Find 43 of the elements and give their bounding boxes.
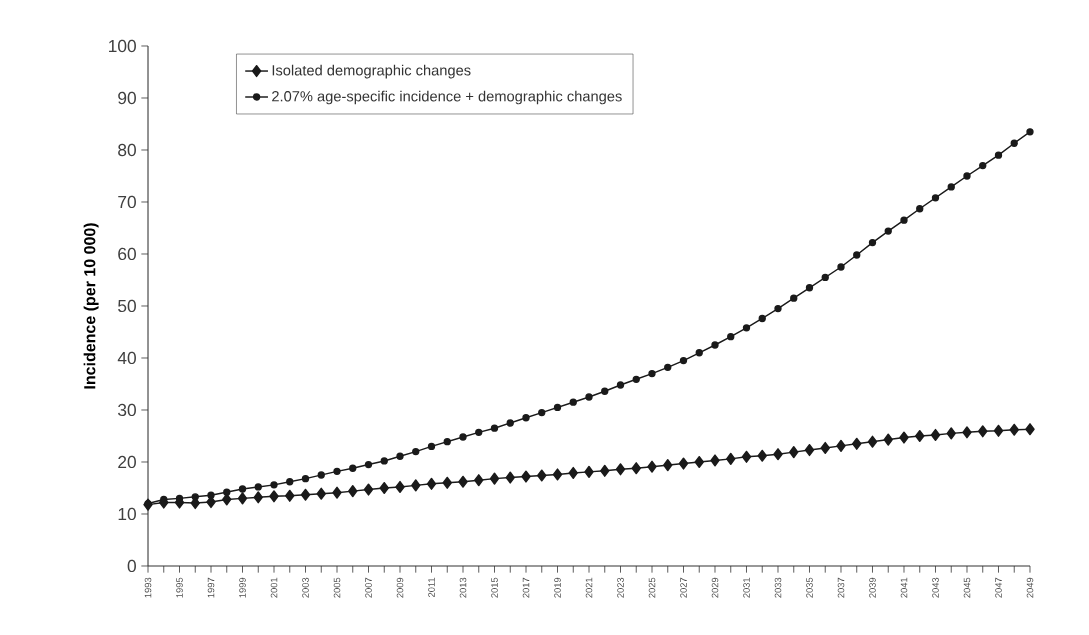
x-tick-label: 2043 bbox=[932, 577, 939, 598]
x-tick-label: 1993 bbox=[144, 577, 152, 598]
y-axis-title: Incidence (per 10 000) bbox=[83, 223, 99, 389]
x-tick-label: 2013 bbox=[459, 577, 467, 598]
x-tick-label: 2011 bbox=[428, 577, 435, 597]
x-tick-label: 2045 bbox=[963, 577, 971, 598]
y-tick-label: 90 bbox=[118, 91, 136, 105]
x-tick-label: 2031 bbox=[743, 577, 750, 598]
y-tick-label: 50 bbox=[118, 299, 136, 313]
x-tick-label: 2041 bbox=[900, 577, 908, 598]
x-tick-label: 1999 bbox=[239, 577, 246, 598]
x-tick-label: 2021 bbox=[585, 577, 593, 598]
x-tick-label: 2029 bbox=[711, 577, 719, 598]
x-tick-label: 2003 bbox=[302, 577, 309, 598]
x-tick-label: 2017 bbox=[522, 577, 530, 598]
x-tick-label: 2049 bbox=[1026, 577, 1034, 598]
y-tick-label: 70 bbox=[118, 195, 136, 209]
y-tick-label: 10 bbox=[118, 507, 136, 521]
x-tick-label: 1995 bbox=[176, 577, 183, 598]
x-tick-label: 2023 bbox=[617, 577, 624, 598]
legend-label: 2.07% age-specific incidence + demographic changes bbox=[272, 90, 622, 105]
x-tick-label: 2047 bbox=[995, 577, 1002, 598]
x-tick-label: 2019 bbox=[554, 577, 561, 598]
y-tick-label: 40 bbox=[117, 351, 136, 365]
x-tick-label: 2037 bbox=[837, 577, 845, 598]
legend-label: Isolated demographic changes bbox=[272, 64, 471, 79]
y-tick-label: 0 bbox=[127, 559, 136, 573]
x-tick-label: 2009 bbox=[396, 577, 404, 598]
x-tick-label: 2027 bbox=[680, 577, 687, 598]
x-tick-label: 2035 bbox=[806, 577, 813, 598]
y-tick-label: 30 bbox=[118, 403, 136, 417]
y-tick-label: 20 bbox=[118, 455, 136, 469]
x-tick-label: 2007 bbox=[365, 577, 372, 598]
x-tick-label: 2015 bbox=[491, 577, 498, 598]
x-tick-label: 1997 bbox=[207, 577, 215, 598]
x-tick-label: 2001 bbox=[270, 577, 278, 598]
y-tick-label: 100 bbox=[109, 39, 136, 53]
x-tick-label: 2039 bbox=[869, 577, 876, 598]
x-tick-label: 2025 bbox=[648, 577, 656, 598]
y-tick-label: 60 bbox=[118, 247, 136, 261]
y-tick-label: 80 bbox=[118, 143, 136, 157]
x-tick-label: 2033 bbox=[774, 577, 782, 598]
x-tick-label: 2005 bbox=[333, 577, 341, 598]
